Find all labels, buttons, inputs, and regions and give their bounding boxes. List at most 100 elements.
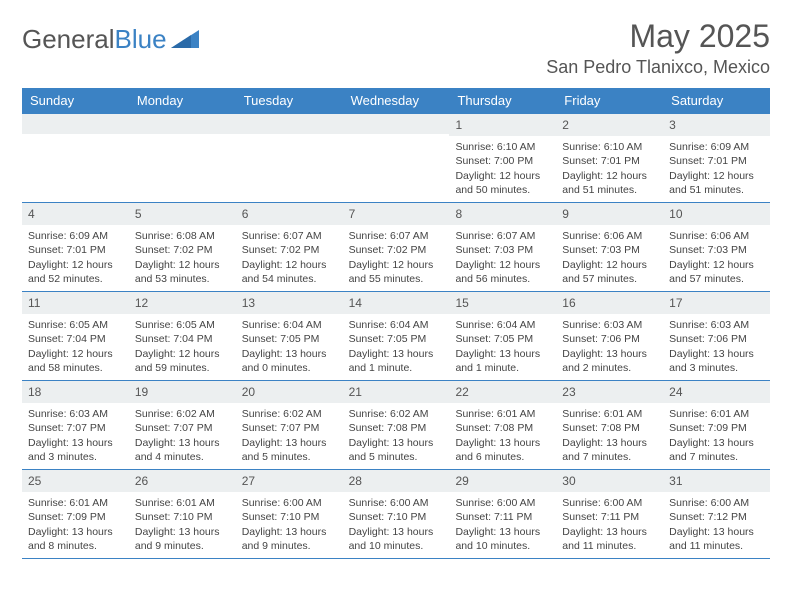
day-number: 22 xyxy=(449,381,556,403)
sunrise-text: Sunrise: 6:02 AM xyxy=(349,407,444,421)
daylight-text: Daylight: 12 hours and 51 minutes. xyxy=(669,169,764,197)
day-cell: 27Sunrise: 6:00 AMSunset: 7:10 PMDayligh… xyxy=(236,470,343,558)
daylight-text: Daylight: 13 hours and 1 minute. xyxy=(455,347,550,375)
sunset-text: Sunset: 7:04 PM xyxy=(135,332,230,346)
sunrise-text: Sunrise: 6:09 AM xyxy=(669,140,764,154)
day-number: 29 xyxy=(449,470,556,492)
day-body: Sunrise: 6:02 AMSunset: 7:08 PMDaylight:… xyxy=(343,405,450,468)
day-number: 12 xyxy=(129,292,236,314)
daylight-text: Daylight: 13 hours and 9 minutes. xyxy=(242,525,337,553)
day-body: Sunrise: 6:02 AMSunset: 7:07 PMDaylight:… xyxy=(129,405,236,468)
day-cell: 17Sunrise: 6:03 AMSunset: 7:06 PMDayligh… xyxy=(663,292,770,380)
sunrise-text: Sunrise: 6:01 AM xyxy=(455,407,550,421)
day-cell: 3Sunrise: 6:09 AMSunset: 7:01 PMDaylight… xyxy=(663,114,770,202)
daylight-text: Daylight: 13 hours and 7 minutes. xyxy=(669,436,764,464)
sunrise-text: Sunrise: 6:03 AM xyxy=(669,318,764,332)
day-header: Friday xyxy=(556,88,663,113)
day-body: Sunrise: 6:07 AMSunset: 7:02 PMDaylight:… xyxy=(343,227,450,290)
page-header: GeneralBlue May 2025 San Pedro Tlanixco,… xyxy=(22,18,770,78)
day-number: 17 xyxy=(663,292,770,314)
daylight-text: Daylight: 13 hours and 9 minutes. xyxy=(135,525,230,553)
day-number: 11 xyxy=(22,292,129,314)
day-body: Sunrise: 6:03 AMSunset: 7:07 PMDaylight:… xyxy=(22,405,129,468)
day-number xyxy=(236,114,343,134)
day-body: Sunrise: 6:05 AMSunset: 7:04 PMDaylight:… xyxy=(22,316,129,379)
day-body: Sunrise: 6:06 AMSunset: 7:03 PMDaylight:… xyxy=(663,227,770,290)
day-body: Sunrise: 6:01 AMSunset: 7:08 PMDaylight:… xyxy=(556,405,663,468)
sunset-text: Sunset: 7:05 PM xyxy=(242,332,337,346)
day-number: 1 xyxy=(449,114,556,136)
daylight-text: Daylight: 12 hours and 55 minutes. xyxy=(349,258,444,286)
sunset-text: Sunset: 7:02 PM xyxy=(135,243,230,257)
day-number: 4 xyxy=(22,203,129,225)
sunset-text: Sunset: 7:01 PM xyxy=(28,243,123,257)
week-row: 18Sunrise: 6:03 AMSunset: 7:07 PMDayligh… xyxy=(22,380,770,469)
day-cell: 10Sunrise: 6:06 AMSunset: 7:03 PMDayligh… xyxy=(663,203,770,291)
day-number: 16 xyxy=(556,292,663,314)
daylight-text: Daylight: 12 hours and 58 minutes. xyxy=(28,347,123,375)
sunrise-text: Sunrise: 6:04 AM xyxy=(349,318,444,332)
sunset-text: Sunset: 7:02 PM xyxy=(242,243,337,257)
daylight-text: Daylight: 13 hours and 10 minutes. xyxy=(455,525,550,553)
sunset-text: Sunset: 7:06 PM xyxy=(669,332,764,346)
daylight-text: Daylight: 12 hours and 59 minutes. xyxy=(135,347,230,375)
day-cell: 31Sunrise: 6:00 AMSunset: 7:12 PMDayligh… xyxy=(663,470,770,558)
day-cell: 15Sunrise: 6:04 AMSunset: 7:05 PMDayligh… xyxy=(449,292,556,380)
sunset-text: Sunset: 7:09 PM xyxy=(669,421,764,435)
sunset-text: Sunset: 7:02 PM xyxy=(349,243,444,257)
day-body: Sunrise: 6:00 AMSunset: 7:11 PMDaylight:… xyxy=(556,494,663,557)
day-number xyxy=(22,114,129,134)
day-number: 27 xyxy=(236,470,343,492)
day-cell: 16Sunrise: 6:03 AMSunset: 7:06 PMDayligh… xyxy=(556,292,663,380)
day-body: Sunrise: 6:09 AMSunset: 7:01 PMDaylight:… xyxy=(663,138,770,201)
daylight-text: Daylight: 13 hours and 5 minutes. xyxy=(242,436,337,464)
day-body: Sunrise: 6:06 AMSunset: 7:03 PMDaylight:… xyxy=(556,227,663,290)
sunset-text: Sunset: 7:09 PM xyxy=(28,510,123,524)
day-body: Sunrise: 6:07 AMSunset: 7:03 PMDaylight:… xyxy=(449,227,556,290)
day-cell xyxy=(236,114,343,202)
day-number: 18 xyxy=(22,381,129,403)
day-cell: 24Sunrise: 6:01 AMSunset: 7:09 PMDayligh… xyxy=(663,381,770,469)
day-cell: 5Sunrise: 6:08 AMSunset: 7:02 PMDaylight… xyxy=(129,203,236,291)
day-number: 26 xyxy=(129,470,236,492)
day-cell xyxy=(343,114,450,202)
sunset-text: Sunset: 7:08 PM xyxy=(455,421,550,435)
sunrise-text: Sunrise: 6:06 AM xyxy=(562,229,657,243)
month-title: May 2025 xyxy=(546,18,770,55)
day-body: Sunrise: 6:01 AMSunset: 7:09 PMDaylight:… xyxy=(663,405,770,468)
day-number: 24 xyxy=(663,381,770,403)
day-body: Sunrise: 6:01 AMSunset: 7:10 PMDaylight:… xyxy=(129,494,236,557)
day-body: Sunrise: 6:03 AMSunset: 7:06 PMDaylight:… xyxy=(556,316,663,379)
day-body: Sunrise: 6:09 AMSunset: 7:01 PMDaylight:… xyxy=(22,227,129,290)
day-number: 31 xyxy=(663,470,770,492)
location: San Pedro Tlanixco, Mexico xyxy=(546,57,770,78)
day-cell: 14Sunrise: 6:04 AMSunset: 7:05 PMDayligh… xyxy=(343,292,450,380)
sunset-text: Sunset: 7:08 PM xyxy=(562,421,657,435)
sunrise-text: Sunrise: 6:04 AM xyxy=(242,318,337,332)
day-cell: 4Sunrise: 6:09 AMSunset: 7:01 PMDaylight… xyxy=(22,203,129,291)
sunset-text: Sunset: 7:10 PM xyxy=(349,510,444,524)
day-cell: 6Sunrise: 6:07 AMSunset: 7:02 PMDaylight… xyxy=(236,203,343,291)
daylight-text: Daylight: 13 hours and 5 minutes. xyxy=(349,436,444,464)
sunset-text: Sunset: 7:06 PM xyxy=(562,332,657,346)
day-body: Sunrise: 6:01 AMSunset: 7:08 PMDaylight:… xyxy=(449,405,556,468)
sunrise-text: Sunrise: 6:02 AM xyxy=(242,407,337,421)
day-cell: 19Sunrise: 6:02 AMSunset: 7:07 PMDayligh… xyxy=(129,381,236,469)
daylight-text: Daylight: 12 hours and 54 minutes. xyxy=(242,258,337,286)
day-header: Thursday xyxy=(449,88,556,113)
daylight-text: Daylight: 13 hours and 4 minutes. xyxy=(135,436,230,464)
day-body: Sunrise: 6:00 AMSunset: 7:10 PMDaylight:… xyxy=(343,494,450,557)
daylight-text: Daylight: 12 hours and 50 minutes. xyxy=(455,169,550,197)
day-header: Tuesday xyxy=(236,88,343,113)
day-header-row: Sunday Monday Tuesday Wednesday Thursday… xyxy=(22,88,770,113)
day-body: Sunrise: 6:05 AMSunset: 7:04 PMDaylight:… xyxy=(129,316,236,379)
day-body: Sunrise: 6:08 AMSunset: 7:02 PMDaylight:… xyxy=(129,227,236,290)
day-number: 25 xyxy=(22,470,129,492)
daylight-text: Daylight: 13 hours and 0 minutes. xyxy=(242,347,337,375)
sunrise-text: Sunrise: 6:04 AM xyxy=(455,318,550,332)
sunrise-text: Sunrise: 6:07 AM xyxy=(242,229,337,243)
day-cell: 26Sunrise: 6:01 AMSunset: 7:10 PMDayligh… xyxy=(129,470,236,558)
week-row: 11Sunrise: 6:05 AMSunset: 7:04 PMDayligh… xyxy=(22,291,770,380)
day-body: Sunrise: 6:04 AMSunset: 7:05 PMDaylight:… xyxy=(449,316,556,379)
day-header: Sunday xyxy=(22,88,129,113)
